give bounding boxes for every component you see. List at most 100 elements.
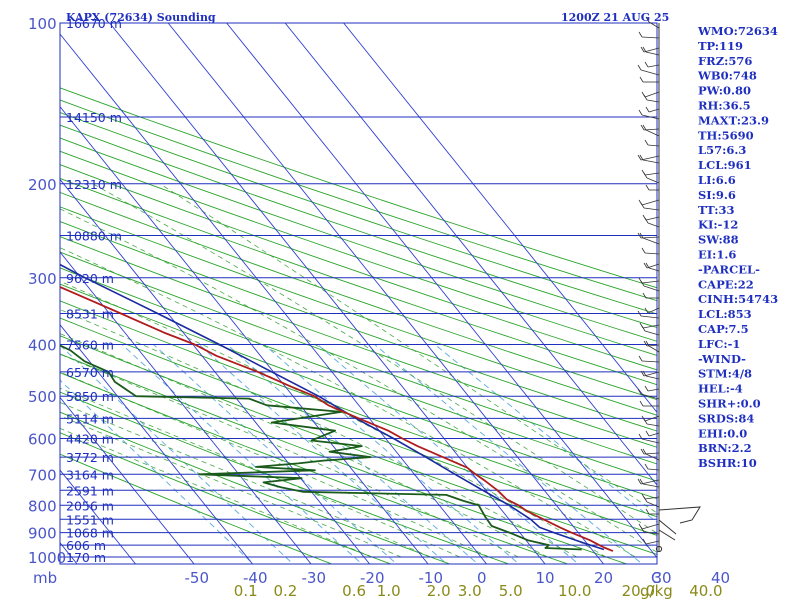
isotherm--30 bbox=[60, 251, 312, 564]
wind-barb-40 bbox=[647, 388, 660, 392]
wind-feather-49 bbox=[644, 463, 649, 470]
pressure-label-700: 700 bbox=[28, 466, 57, 484]
stat-line-5: RH:36.5 bbox=[698, 99, 751, 113]
stat-line-28: BRN:2.2 bbox=[698, 441, 752, 455]
stat-line-0: WMO:72634 bbox=[697, 24, 778, 38]
height-label-850: 1551 m bbox=[66, 512, 114, 527]
wind-barb-2 bbox=[643, 47, 660, 53]
wind-barb-9 bbox=[648, 108, 660, 113]
pressure-label-300: 300 bbox=[28, 270, 57, 288]
wind-feather-2 bbox=[640, 46, 645, 53]
wind-feather-1 bbox=[638, 31, 643, 38]
mixing-ratio-line-5 bbox=[263, 344, 520, 564]
mixing-ratio-line-3 bbox=[226, 344, 479, 564]
wind-feather-44 bbox=[643, 418, 648, 425]
mixing-ratio-line-40 bbox=[434, 344, 657, 523]
wind-barb-21 bbox=[645, 216, 660, 221]
wind-barb-27 bbox=[648, 267, 660, 272]
moist-adiabat-25 bbox=[60, 247, 636, 558]
dry-adiabat-10 bbox=[60, 372, 570, 564]
dry-adiabat-80 bbox=[60, 251, 657, 465]
stat-line-27: EHI:0.0 bbox=[698, 426, 747, 440]
wind-feather-26 bbox=[643, 262, 648, 269]
isotherm--50 bbox=[60, 396, 195, 564]
wind-feather-11 bbox=[640, 124, 645, 131]
mixing-ratio-label-3.0: 3.0 bbox=[458, 582, 482, 600]
wind-feather-51 bbox=[639, 478, 644, 485]
dry-adiabat-70 bbox=[60, 267, 657, 482]
dry-adiabat-130 bbox=[60, 177, 657, 386]
height-label-800: 2056 m bbox=[66, 498, 114, 513]
temperature-tick-10: 10 bbox=[536, 569, 555, 587]
stat-line-19: LCL:853 bbox=[698, 307, 752, 321]
stat-line-11: SI:9.6 bbox=[698, 188, 736, 202]
stat-line-25: SHR+:0.0 bbox=[698, 397, 761, 411]
mixing-ratio-line-0.6 bbox=[121, 344, 363, 564]
dry-adiabat-170 bbox=[60, 124, 657, 328]
height-labels: 16670 m 14150 m 12310 m 10880 m 9620 m 8531 m… bbox=[66, 16, 122, 565]
stat-line-21: LFC:-1 bbox=[698, 337, 740, 351]
height-label-1000: 170 m bbox=[66, 550, 106, 565]
height-label-300: 9620 m bbox=[66, 271, 114, 286]
stat-line-29: BSHR:10 bbox=[698, 456, 757, 470]
height-label-900: 1068 m bbox=[66, 526, 114, 541]
wind-feather-22 bbox=[644, 217, 649, 224]
wind-barb-5 bbox=[640, 69, 660, 76]
wind-barb-55 bbox=[641, 523, 660, 530]
stat-line-3: WB0:748 bbox=[697, 69, 757, 83]
wind-feather-14 bbox=[637, 154, 642, 161]
wind-feather-12 bbox=[642, 124, 647, 131]
mixing-ratio-label-0.6: 0.6 bbox=[342, 582, 366, 600]
dewpoint-trace bbox=[60, 344, 582, 551]
dry-adiabat-20 bbox=[60, 353, 629, 564]
wind-barb-56 bbox=[643, 531, 660, 535]
temperature-tick-30: 30 bbox=[653, 569, 672, 587]
height-label-550: 5114 m bbox=[66, 411, 114, 426]
wind-feather-0 bbox=[645, 16, 650, 23]
wind-barb-28 bbox=[641, 280, 660, 284]
wind-barb-32 bbox=[640, 315, 660, 319]
wind-feather-24 bbox=[639, 232, 644, 239]
wind-feather-10 bbox=[638, 109, 643, 116]
wind-feather-18 bbox=[645, 184, 650, 191]
height-label-150: 14150 m bbox=[66, 110, 122, 125]
wind-barb-25 bbox=[644, 252, 660, 255]
isotherm--10 bbox=[60, 105, 429, 564]
dry-adiabat-140 bbox=[60, 164, 657, 371]
mixing-ratio-label-40.0: 40.0 bbox=[689, 582, 722, 600]
isotherm-10 bbox=[109, 23, 546, 564]
dry-adiabat-100 bbox=[60, 221, 657, 432]
wind-feather-53 bbox=[643, 496, 648, 503]
stat-line-20: CAP:7.5 bbox=[698, 322, 749, 336]
stat-line-18: CINH:54743 bbox=[698, 292, 778, 306]
height-label-450: 6570 m bbox=[66, 365, 114, 380]
isotherm-30 bbox=[226, 23, 657, 559]
dry-adiabats bbox=[60, 87, 657, 564]
temperature-tick--30: -30 bbox=[302, 569, 327, 587]
temperature-tick--50: -50 bbox=[185, 569, 210, 587]
wind-barb-14 bbox=[640, 155, 660, 161]
dry-adiabat-60 bbox=[60, 283, 657, 500]
stat-line-10: LI:6.6 bbox=[698, 173, 736, 187]
pressure-label-500: 500 bbox=[28, 388, 57, 406]
height-label-750: 2591 m bbox=[66, 483, 114, 498]
wind-barb-33 bbox=[642, 324, 660, 329]
height-label-100: 16670 m bbox=[66, 16, 122, 31]
moist-adiabat--20 bbox=[60, 427, 373, 558]
isotherm--20 bbox=[60, 178, 371, 564]
height-label-500: 5850 m bbox=[66, 389, 114, 404]
stat-line-12: TT:33 bbox=[698, 203, 735, 217]
wind-barb-16 bbox=[644, 172, 660, 176]
wind-feather-17 bbox=[643, 172, 648, 179]
pressure-label-200: 200 bbox=[28, 176, 57, 194]
wind-barb-50 bbox=[640, 479, 660, 485]
wind-barb-31 bbox=[647, 307, 660, 314]
temperature-tick--10: -10 bbox=[419, 569, 444, 587]
temperature-tick--20: -20 bbox=[360, 569, 385, 587]
stat-line-8: L57:6.3 bbox=[698, 143, 746, 157]
dry-adiabat-200 bbox=[60, 87, 657, 289]
wind-feather-34 bbox=[641, 325, 646, 332]
stat-line-1: TP:119 bbox=[698, 39, 743, 53]
mixing-ratio-label-5.0: 5.0 bbox=[499, 582, 523, 600]
